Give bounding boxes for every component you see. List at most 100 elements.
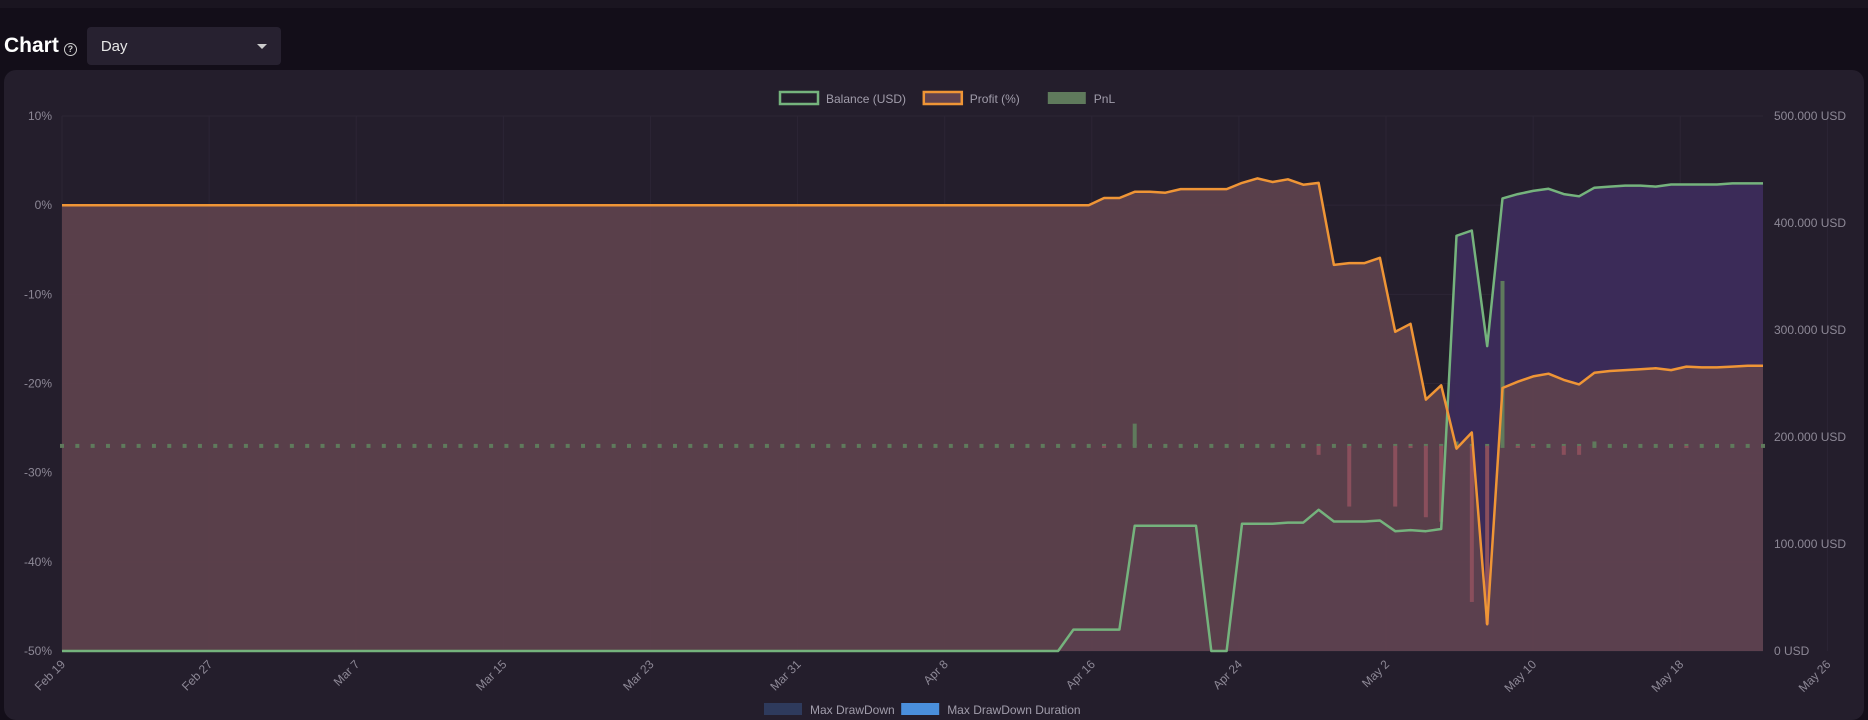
pnl-baseline-dot: [596, 443, 601, 448]
pnl-bar: [1577, 445, 1582, 455]
pnl-baseline-dot: [1010, 443, 1015, 448]
period-select-value: Day: [100, 37, 128, 55]
page-title: Chart: [4, 34, 59, 57]
pnl-baseline-dot: [1623, 443, 1628, 448]
pnl-baseline-dot: [780, 443, 785, 448]
pnl-baseline-dot: [1239, 443, 1244, 448]
pnl-bar: [1408, 445, 1413, 448]
pnl-baseline-dot: [1377, 443, 1382, 448]
pnl-baseline-dot: [734, 443, 739, 448]
pnl-bars: [60, 280, 1765, 625]
pnl-baseline-dot: [473, 443, 478, 448]
bottom-legend-label: Max DrawDown Duration: [947, 703, 1080, 717]
pnl-baseline-dot: [672, 443, 677, 448]
x-tick-label: Apr 8: [921, 657, 951, 687]
pnl-baseline-dot: [1669, 443, 1674, 448]
x-tick-label: May 26: [1796, 657, 1834, 695]
pnl-baseline-dot: [1040, 443, 1045, 448]
x-tick-label: Feb 27: [179, 657, 216, 694]
pnl-baseline-dot: [412, 443, 417, 448]
y-left-tick-label: 10%: [28, 109, 52, 123]
pnl-baseline-dot: [918, 443, 923, 448]
pnl-baseline-dot: [274, 443, 279, 448]
x-tick-label: Apr 24: [1210, 657, 1245, 692]
legend-swatch: [922, 90, 964, 106]
pnl-baseline-dot: [718, 443, 723, 448]
pnl-baseline-dot: [948, 443, 953, 448]
pnl-baseline-dot: [688, 443, 693, 448]
pnl-baseline-dot: [320, 443, 325, 448]
chart-header: Chart ? Day: [4, 26, 281, 66]
y-right-tick-label: 200.000 USD: [1774, 430, 1846, 444]
pnl-baseline-dot: [1653, 443, 1658, 448]
pnl-bar: [1515, 445, 1520, 448]
pnl-baseline-dot: [504, 443, 509, 448]
y-left-tick-label: 0%: [35, 198, 53, 212]
pnl-bar: [1485, 445, 1490, 625]
y-left-tick-label: -10%: [24, 287, 52, 301]
pnl-baseline-dot: [1086, 443, 1091, 448]
pnl-baseline-dot: [228, 443, 233, 448]
pnl-baseline-dot: [1362, 443, 1367, 448]
pnl-baseline-dot: [657, 443, 662, 448]
pnl-bar: [1684, 445, 1689, 448]
pnl-baseline-dot: [1025, 443, 1030, 448]
pnl-bar: [1316, 445, 1321, 455]
pnl-bar: [1500, 280, 1505, 446]
legend-swatch: [778, 90, 820, 106]
pnl-baseline-dot: [1301, 443, 1306, 448]
pnl-baseline-dot: [151, 443, 156, 448]
pnl-baseline-dot: [1270, 443, 1275, 448]
pnl-baseline-dot: [1056, 443, 1061, 448]
period-select[interactable]: Day: [86, 27, 281, 65]
pnl-baseline-dot: [443, 443, 448, 448]
pnl-baseline-dot: [60, 443, 64, 448]
pnl-baseline-dot: [458, 443, 463, 448]
legend-label: Balance (USD): [826, 92, 906, 106]
pnl-bar: [1561, 445, 1566, 455]
x-tick-label: May 10: [1502, 657, 1540, 695]
pnl-baseline-dot: [335, 443, 340, 448]
balance-line: [62, 182, 1763, 653]
bottom-legend-swatch: [764, 703, 802, 715]
chart-panel: 10% 0% -10% -20% -30% -40% -50% 500.000 USD 400.…: [4, 70, 1864, 720]
area-fills: [62, 178, 1763, 651]
question-circle-icon[interactable]: ?: [63, 42, 77, 56]
pnl-baseline-dot: [565, 443, 570, 448]
pnl-baseline-dot: [964, 443, 969, 448]
pnl-baseline-dot: [856, 443, 861, 448]
pnl-baseline-dot: [764, 443, 769, 448]
pnl-baseline-dot: [167, 443, 172, 448]
pnl-bar: [1347, 445, 1352, 507]
y-right-tick-label: 300.000 USD: [1774, 323, 1846, 337]
pnl-baseline-dot: [1331, 443, 1336, 448]
pnl-baseline-dot: [872, 443, 877, 448]
pnl-baseline-dot: [535, 443, 540, 448]
pnl-baseline-dot: [1194, 443, 1198, 448]
pnl-baseline-dot: [1285, 443, 1290, 448]
y-left-tick-label: -30%: [24, 466, 52, 480]
pnl-baseline-dot: [90, 443, 95, 448]
bottom-legend[interactable]: Max DrawDown Max DrawDown Duration: [764, 703, 1081, 717]
pnl-baseline-dot: [933, 443, 938, 448]
pnl-baseline-dot: [182, 443, 187, 448]
x-tick-label: Mar 31: [767, 657, 804, 694]
legend-label: Profit (%): [970, 92, 1020, 106]
pnl-baseline-dot: [1730, 443, 1735, 448]
pnl-baseline-dot: [1546, 443, 1551, 448]
y-right-tick-label: 500.000 USD: [1774, 109, 1846, 123]
pnl-bar: [1439, 445, 1444, 522]
pnl-baseline-dot: [994, 443, 999, 448]
pnl-baseline-dot: [1745, 443, 1750, 448]
pnl-baseline-dot: [841, 443, 846, 448]
legend[interactable]: Balance (USD) Profit (%) PnL: [778, 90, 1115, 106]
pnl-bar: [1531, 445, 1536, 448]
legend-swatch: [1047, 92, 1086, 104]
pnl-baseline-dot: [397, 443, 402, 448]
pnl-bar: [1102, 445, 1107, 448]
pnl-baseline-dot: [351, 443, 356, 448]
x-tick-label: Mar 23: [620, 657, 657, 694]
profit-area: [62, 178, 1763, 651]
pnl-baseline-dot: [519, 443, 524, 448]
pnl-baseline-dot: [1209, 443, 1214, 448]
